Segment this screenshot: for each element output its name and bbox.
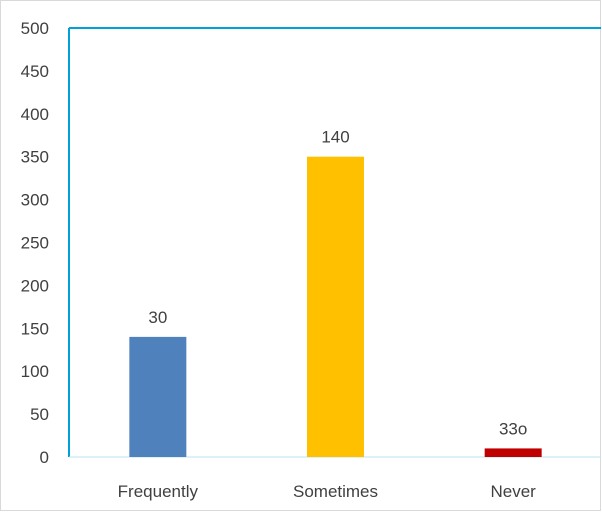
x-category-label-sometimes: Sometimes (293, 482, 378, 501)
y-tick-label-400: 400 (21, 105, 49, 124)
data-label-never: 33o (499, 419, 527, 438)
y-tick-label-450: 450 (21, 62, 49, 81)
data-labels: 30 140 33o (148, 128, 527, 439)
x-category-label-never: Never (490, 482, 536, 501)
x-category-label-frequently: Frequently (118, 482, 199, 501)
y-tick-label-150: 150 (21, 319, 49, 338)
data-label-sometimes: 140 (321, 128, 349, 147)
bar-never (484, 448, 542, 457)
y-tick-label-50: 50 (30, 405, 49, 424)
y-axis-tick-labels: 0 50 100 150 200 250 300 350 400 450 500 (21, 19, 49, 467)
y-tick-label-350: 350 (21, 148, 49, 167)
bar-frequently (129, 336, 187, 457)
y-tick-label-300: 300 (21, 191, 49, 210)
data-label-frequently: 30 (148, 308, 167, 327)
y-tick-label-100: 100 (21, 362, 49, 381)
y-tick-label-500: 500 (21, 19, 49, 38)
bars (129, 156, 542, 457)
y-tick-label-250: 250 (21, 234, 49, 253)
x-axis-category-labels: Frequently Sometimes Never (118, 482, 537, 501)
y-tick-label-200: 200 (21, 276, 49, 295)
y-tick-label-0: 0 (40, 448, 49, 467)
bar-sometimes (307, 156, 364, 457)
